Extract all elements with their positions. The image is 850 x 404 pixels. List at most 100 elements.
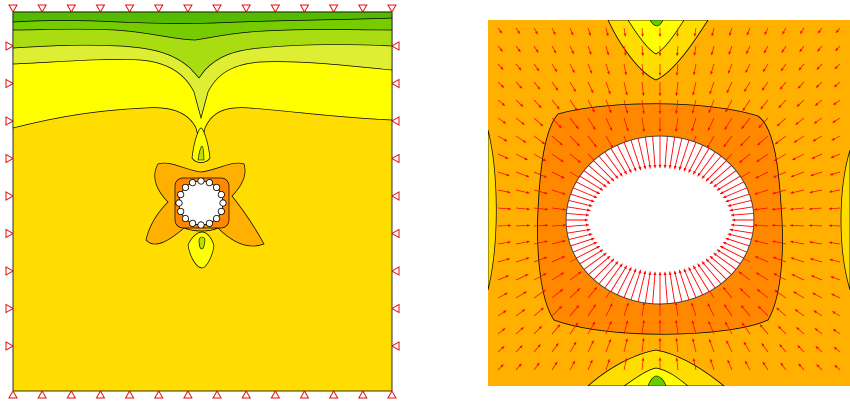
vector-arrowhead <box>506 258 510 261</box>
vector-arrowhead <box>676 33 679 37</box>
vector-arrowhead <box>834 66 838 70</box>
wall-vector-arrowhead <box>683 268 687 273</box>
wall-vector-arrowhead <box>653 271 657 276</box>
wall-vector-arrowhead <box>709 256 714 260</box>
vector-arrowhead <box>606 51 610 56</box>
vector-arrowhead <box>798 363 802 367</box>
roller-support-icon <box>390 228 400 239</box>
wall-vector <box>705 160 727 182</box>
wall-vector <box>567 229 591 234</box>
wall-vector-arrowhead <box>590 237 595 241</box>
vector-arrowhead <box>556 106 560 110</box>
vector-arrowhead <box>591 340 594 344</box>
vector-arrowhead <box>561 175 565 179</box>
wall-vector <box>697 263 716 289</box>
wall-vector-arrowhead <box>705 258 710 263</box>
wall-vector-arrowhead <box>643 165 647 170</box>
roller-support-icon <box>241 389 252 399</box>
wall-vector-arrowhead <box>596 246 600 249</box>
wall-vector <box>583 252 607 270</box>
vector-arrowhead <box>772 207 776 211</box>
opening-surface-vectors <box>566 136 754 304</box>
vector-arrowhead <box>740 143 744 147</box>
vector-arrowhead <box>517 30 520 34</box>
vector-arrowhead <box>755 175 759 179</box>
vector-arrowhead <box>542 158 547 162</box>
wall-vector-arrowhead <box>599 249 604 253</box>
vector-arrowhead <box>535 49 539 53</box>
wall-vector <box>692 265 710 292</box>
vector-arrowhead <box>790 240 794 244</box>
vector-arrowhead <box>709 91 713 95</box>
vector-arrowhead <box>557 324 561 328</box>
vector-arrowhead <box>500 84 505 88</box>
wall-vector-arrowhead <box>683 167 687 172</box>
vector-arrowhead <box>658 357 662 361</box>
wall-vector-arrowhead <box>697 172 701 177</box>
vector-arrowhead <box>797 345 801 349</box>
zoom-band-left <box>488 129 497 291</box>
vector-arrowhead <box>813 310 817 314</box>
vector-arrowhead <box>592 126 596 130</box>
vector-arrowhead <box>691 110 695 114</box>
wall-vector-arrowhead <box>587 208 591 212</box>
vector-arrowhead <box>538 325 542 330</box>
zoom-vector-plot <box>488 20 850 386</box>
vector-arrowhead <box>592 321 595 326</box>
vector-arrowhead <box>828 224 832 228</box>
vector-arrowhead <box>553 50 557 54</box>
vector-arrowhead <box>756 272 760 276</box>
vector-arrowhead <box>527 224 530 227</box>
vector-arrowhead <box>544 207 548 211</box>
vector-arrowhead <box>708 109 712 113</box>
wall-vector <box>644 271 651 304</box>
wall-vector <box>652 136 656 169</box>
vector-arrowhead <box>503 138 508 142</box>
vector-arrowhead <box>779 344 783 348</box>
wall-vector-arrowhead <box>619 172 623 177</box>
vector-arrowhead <box>625 338 628 342</box>
vector-arrowhead <box>754 239 758 243</box>
wall-vector-arrowhead <box>658 272 662 276</box>
vector-arrowhead <box>710 51 714 56</box>
vector-arrowhead <box>520 327 524 331</box>
vector-arrowhead <box>780 67 784 72</box>
vector-arrowhead <box>758 306 762 310</box>
vector-arrowhead <box>754 191 758 195</box>
vector-arrowhead <box>560 159 564 162</box>
vector-arrowhead <box>779 86 783 90</box>
vector-arrowhead <box>562 239 566 243</box>
vector-arrowhead <box>812 138 817 142</box>
roller-support-icon <box>5 341 15 351</box>
vector-arrowhead <box>835 29 839 33</box>
vector-arrowhead <box>526 257 530 260</box>
vector-arrowhead <box>808 224 812 227</box>
vector-arrowhead <box>626 128 629 132</box>
vector-arrowhead <box>727 359 731 364</box>
vector-arrowhead <box>572 360 575 365</box>
roller-support-icon <box>153 389 164 399</box>
opening-node <box>217 207 225 216</box>
roller-support-icon <box>390 266 400 276</box>
vector-arrowhead <box>829 190 833 193</box>
roller-support-icon <box>390 341 400 351</box>
vector-arrowhead <box>543 175 547 178</box>
wall-vector-arrowhead <box>610 177 615 182</box>
vector-arrowhead <box>790 257 794 260</box>
wall-vector <box>688 267 704 296</box>
vector-arrowhead <box>538 104 542 108</box>
wall-vector <box>725 193 750 203</box>
wall-vector-arrowhead <box>648 165 652 169</box>
vector-arrowhead <box>762 361 766 366</box>
vector-arrowhead <box>625 92 628 96</box>
wall-vector <box>705 258 727 280</box>
boundary-supports <box>5 4 400 399</box>
roller-support-icon <box>390 78 400 89</box>
vector-arrowhead <box>507 190 511 194</box>
opening-node <box>188 219 197 227</box>
wall-vector <box>610 265 628 292</box>
vector-arrowhead <box>522 139 527 143</box>
vector-arrowhead <box>724 304 727 308</box>
vector-arrowhead <box>762 87 765 91</box>
vector-arrowhead <box>754 207 758 211</box>
